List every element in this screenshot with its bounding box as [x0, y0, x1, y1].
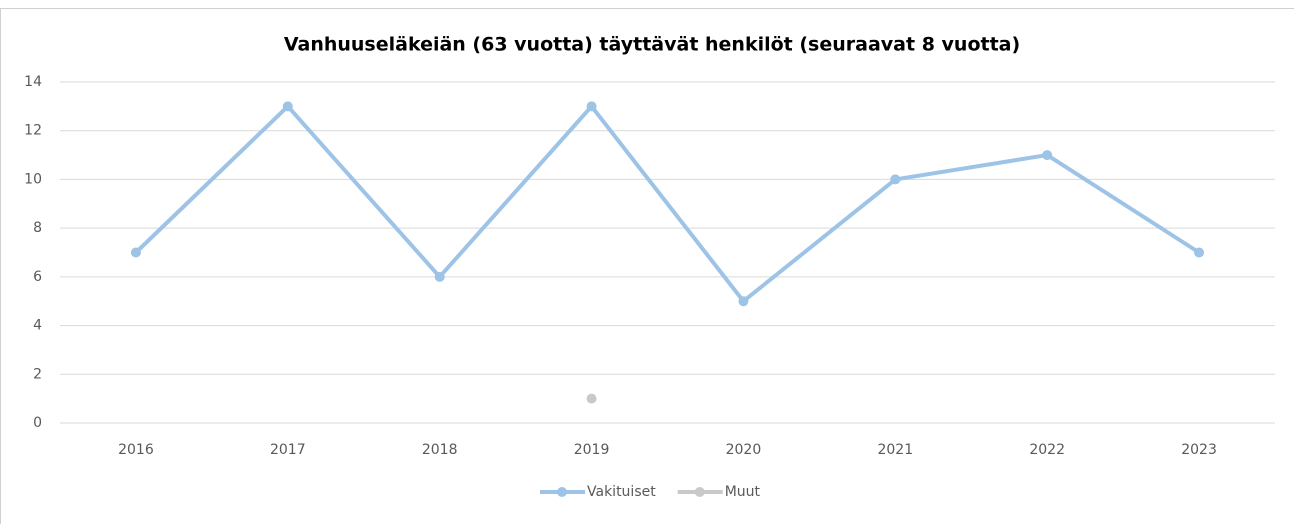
series-line — [134, 104, 1201, 304]
chart-title: Vanhuuseläkeiän (63 vuotta) täyttävät he… — [284, 34, 1020, 56]
point-marker — [130, 247, 141, 258]
x-tick-label: 2018 — [422, 442, 458, 458]
point-marker — [434, 271, 445, 282]
y-tick-label: 0 — [33, 415, 42, 431]
x-tick-label: 2019 — [574, 442, 610, 458]
x-tick-label: 2017 — [270, 442, 306, 458]
x-tick-label: 2023 — [1181, 442, 1217, 458]
point-marker — [890, 174, 901, 185]
y-tick-label: 6 — [33, 269, 42, 285]
point-marker — [586, 393, 597, 404]
point-marker — [282, 101, 293, 112]
point-marker — [738, 296, 749, 307]
y-tick-label: 4 — [33, 318, 42, 334]
legend-label: Muut — [725, 484, 761, 500]
point-marker — [586, 101, 597, 112]
point-marker — [1042, 150, 1053, 161]
legend-label: Vakituiset — [587, 484, 656, 500]
point-marker — [1194, 247, 1205, 258]
legend-marker — [557, 487, 567, 497]
x-tick-label: 2016 — [118, 442, 154, 458]
y-tick-label: 8 — [33, 220, 42, 236]
legend-marker — [694, 487, 705, 497]
chart-border — [0, 8, 1294, 524]
y-tick-label: 14 — [24, 74, 42, 90]
y-tick-label: 12 — [24, 123, 42, 139]
x-tick-label: 2020 — [726, 442, 762, 458]
y-tick-label: 10 — [24, 171, 42, 187]
x-tick-label: 2022 — [1029, 442, 1065, 458]
y-tick-label: 2 — [33, 366, 42, 382]
x-tick-label: 2021 — [877, 442, 913, 458]
